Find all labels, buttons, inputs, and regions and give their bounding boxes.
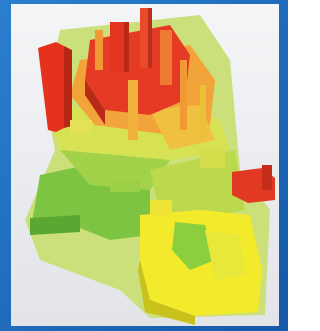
orange-column — [180, 60, 187, 130]
page: {} html, body { margin: 0; padding: 0; w… — [0, 0, 288, 331]
red-column-side — [148, 8, 152, 68]
block — [110, 180, 140, 192]
red-column — [140, 8, 148, 68]
yellow-column — [200, 85, 206, 140]
block — [200, 150, 225, 168]
body — [0, 0, 288, 331]
orange-column — [95, 30, 103, 70]
red-column-side — [262, 165, 272, 190]
block — [150, 200, 172, 215]
orange-column — [160, 30, 172, 85]
orange-column — [128, 80, 138, 140]
block — [70, 120, 92, 134]
red-column — [110, 22, 124, 72]
region-green-side — [30, 215, 80, 235]
map-view — [0, 0, 288, 331]
red-column-side — [124, 22, 129, 72]
